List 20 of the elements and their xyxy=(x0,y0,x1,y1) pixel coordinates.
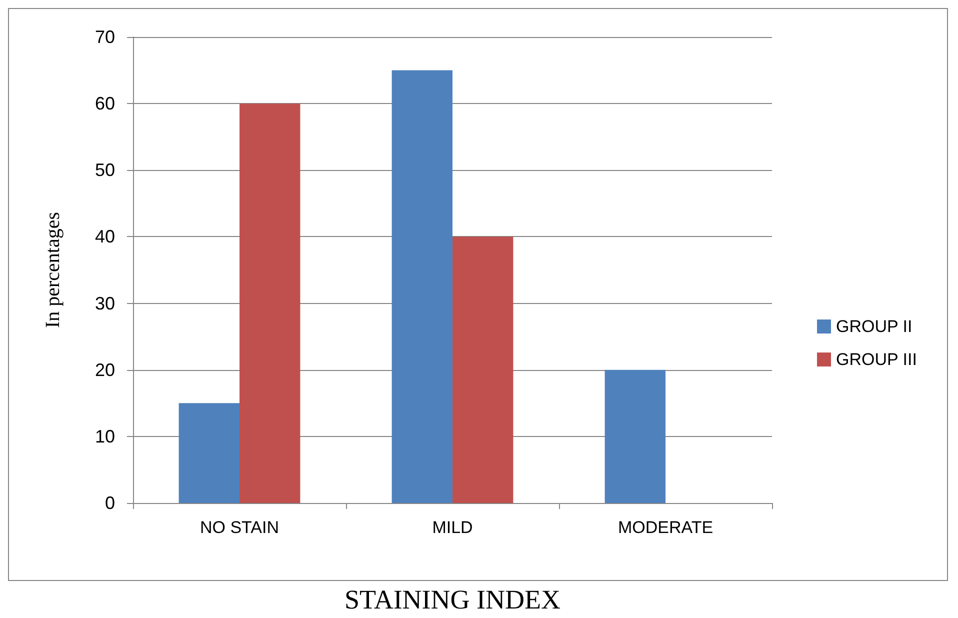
x-axis-title: STAINING INDEX xyxy=(344,584,562,614)
x-tick-label: MILD xyxy=(432,518,473,537)
y-tick-label: 10 xyxy=(94,426,115,446)
y-tick-label: 40 xyxy=(94,226,115,247)
legend-label: GROUP II xyxy=(836,317,912,336)
bar xyxy=(452,236,514,503)
y-tick-label: 50 xyxy=(94,160,115,180)
y-tick-label: 0 xyxy=(104,493,115,513)
y-tick-label: 20 xyxy=(94,360,115,380)
x-tick-label: MODERATE xyxy=(618,518,714,537)
y-tick-label: 60 xyxy=(94,94,115,114)
bar xyxy=(178,403,240,503)
legend-label: GROUP III xyxy=(836,350,917,369)
x-tick-label: NO STAIN xyxy=(200,518,280,537)
bar xyxy=(240,104,300,503)
bar xyxy=(604,370,666,503)
bar xyxy=(392,70,452,503)
y-axis-title: In percentages xyxy=(42,212,64,328)
y-tick-label: 70 xyxy=(94,27,115,47)
y-tick-label: 30 xyxy=(94,293,115,314)
